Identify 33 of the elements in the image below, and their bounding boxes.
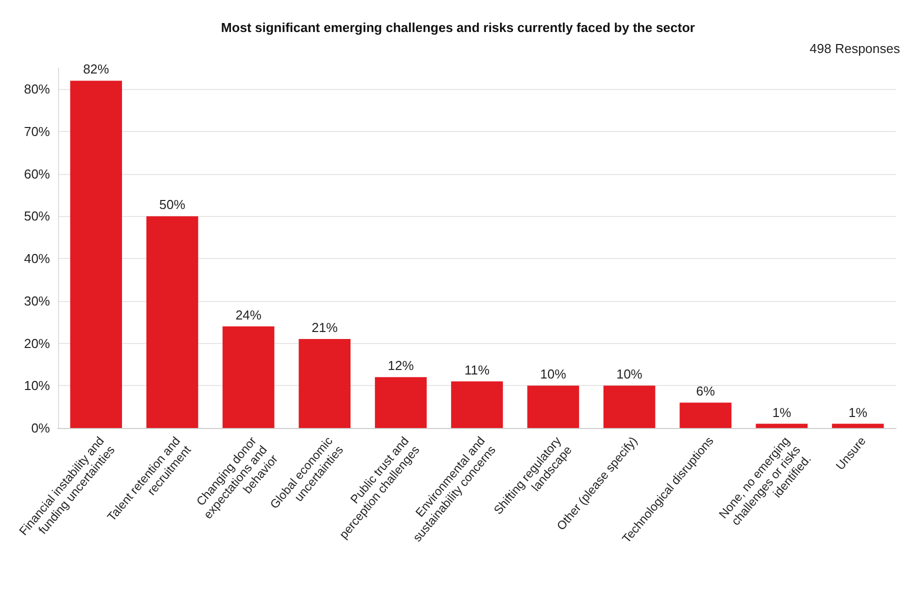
data-label: 1% <box>772 404 792 420</box>
data-label: 50% <box>159 197 186 212</box>
text: 498 Responses <box>810 41 900 56</box>
bar <box>222 326 274 428</box>
y-tick-label: 40% <box>24 251 50 266</box>
y-tick-label: 0% <box>31 420 50 436</box>
data-label: 11% <box>464 362 490 378</box>
chart-title: Most significant emerging challenges and risks currently faced by the sector <box>221 20 695 35</box>
bar <box>527 386 580 428</box>
data-label: 10% <box>616 366 643 382</box>
y-tick-label: 60% <box>24 166 50 182</box>
y-tick-label: 10% <box>24 378 50 394</box>
y-tick-label: 30% <box>24 293 50 308</box>
data-label: 24% <box>235 307 262 322</box>
bar <box>451 381 503 428</box>
bar <box>680 402 732 428</box>
bar <box>603 386 656 428</box>
data-label: 21% <box>312 320 338 336</box>
bar <box>756 424 808 428</box>
data-label: 1% <box>848 404 868 420</box>
bar <box>374 377 427 428</box>
data-label: 12% <box>388 358 414 374</box>
bar <box>146 216 198 428</box>
y-tick-label: 80% <box>24 82 50 97</box>
bar <box>832 424 884 428</box>
y-tick-label: 50% <box>24 208 50 224</box>
bar <box>70 80 122 428</box>
data-label: 6% <box>696 384 716 399</box>
y-tick-label: 70% <box>24 124 50 140</box>
bar <box>298 339 351 428</box>
y-tick-label: 20% <box>24 336 50 351</box>
data-label: 10% <box>540 366 567 382</box>
data-label: 82% <box>83 62 110 77</box>
